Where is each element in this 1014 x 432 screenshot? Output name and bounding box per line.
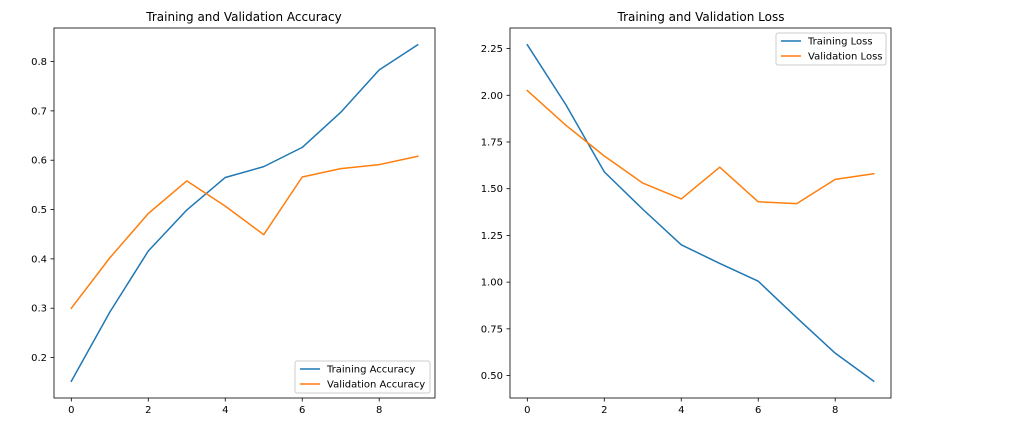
series-line-training-loss (526, 43, 875, 383)
x-tick-label: 6 (755, 405, 761, 416)
legend-label-training-accuracy: Training Accuracy (326, 365, 415, 376)
y-tick-label: 0.4 (31, 254, 47, 265)
x-tick-label: 2 (145, 405, 151, 416)
tick-group: 0 2 4 6 8 0.50 0.75 1.00 1.25 1.50 1.75 2.00 2.25 (481, 44, 839, 416)
series-line-validation-accuracy (70, 155, 419, 310)
y-tick-label: 0.5 (31, 205, 47, 216)
accuracy-chart: Training and Validation Accuracy 0 2 4 6 8 0.… (31, 10, 436, 416)
y-tick-label: 2.25 (481, 44, 503, 55)
chart-title: Training and Validation Accuracy (145, 10, 341, 24)
x-tick-label: 0 (524, 405, 530, 416)
y-tick-label: 0.2 (31, 353, 47, 364)
legend-label-training-loss: Training Loss (807, 37, 873, 48)
plot-frame (509, 27, 892, 399)
tick-group: 0 2 4 6 8 0.2 0.3 0.4 0.5 0.6 0.7 0.8 (31, 57, 382, 416)
legend-box (294, 360, 431, 394)
x-tick-label: 6 (299, 405, 305, 416)
series-lines (526, 43, 875, 383)
x-tick-label: 8 (832, 405, 838, 416)
series-line-validation-loss (526, 89, 875, 205)
y-tick-label: 0.6 (31, 156, 47, 167)
y-tick-label: 1.25 (481, 231, 503, 242)
y-tick-label: 0.8 (31, 57, 47, 68)
y-tick-label: 0.7 (31, 106, 47, 117)
series-line-training-accuracy (70, 43, 419, 383)
y-tick-label: 1.75 (481, 137, 503, 148)
legend: Training Accuracy Validation Accuracy (294, 360, 431, 394)
series-lines (70, 43, 419, 383)
x-tick-label: 4 (222, 405, 228, 416)
chart-title: Training and Validation Loss (617, 10, 785, 24)
y-tick-label: 0.3 (31, 304, 47, 315)
loss-chart: Training and Validation Loss 0 2 4 6 8 0.50 0.… (481, 10, 892, 416)
x-tick-label: 0 (68, 405, 74, 416)
y-tick-label: 0.50 (481, 371, 503, 382)
y-tick-label: 0.75 (481, 324, 503, 335)
legend-box (775, 32, 887, 66)
legend: Training Loss Validation Loss (775, 32, 887, 66)
x-tick-label: 2 (601, 405, 607, 416)
x-tick-label: 8 (376, 405, 382, 416)
legend-label-validation-accuracy: Validation Accuracy (327, 380, 425, 391)
y-tick-label: 1.00 (481, 278, 503, 289)
y-tick-label: 2.00 (481, 91, 503, 102)
legend-label-validation-loss: Validation Loss (808, 52, 883, 63)
plot-frame (53, 27, 436, 399)
y-tick-label: 1.50 (481, 184, 503, 195)
x-tick-label: 4 (678, 405, 684, 416)
